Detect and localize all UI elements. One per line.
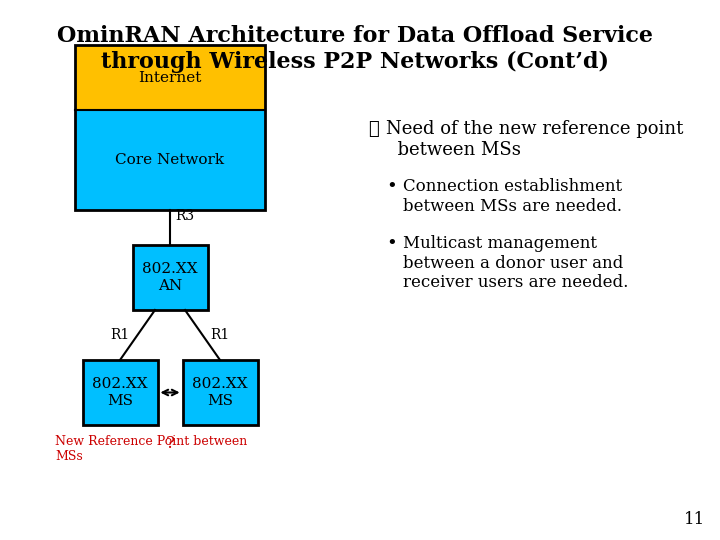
Text: Connection establishment
between MSs are needed.: Connection establishment between MSs are…	[403, 178, 622, 214]
Text: Internet: Internet	[138, 71, 202, 84]
Text: OminRAN Architecture for Data Offload Service
through Wireless P2P Networks (Con: OminRAN Architecture for Data Offload Se…	[57, 25, 653, 72]
Text: Core Network: Core Network	[115, 153, 225, 167]
Text: ❖: ❖	[368, 120, 379, 138]
Text: New Reference Point between
MSs: New Reference Point between MSs	[55, 435, 247, 463]
Text: 11: 11	[684, 511, 705, 528]
Bar	[75, 45, 265, 210]
Bar	[83, 360, 158, 425]
Bar	[182, 360, 258, 425]
Bar	[75, 45, 265, 110]
Text: •: •	[386, 178, 397, 196]
Text: R1: R1	[110, 328, 130, 342]
Text: •: •	[386, 235, 397, 253]
Text: Multicast management
between a donor user and
receiver users are needed.: Multicast management between a donor use…	[403, 235, 629, 291]
Text: 802.XX
MS: 802.XX MS	[192, 377, 248, 408]
Text: ?: ?	[166, 435, 174, 452]
Text: R1: R1	[210, 328, 230, 342]
Text: Need of the new reference point
  between MSs: Need of the new reference point between …	[386, 120, 683, 159]
Text: 802.XX
AN: 802.XX AN	[142, 262, 198, 293]
Text: R3: R3	[175, 208, 194, 222]
Bar	[75, 110, 265, 210]
Text: 802.XX
MS: 802.XX MS	[92, 377, 148, 408]
Bar	[132, 245, 207, 310]
